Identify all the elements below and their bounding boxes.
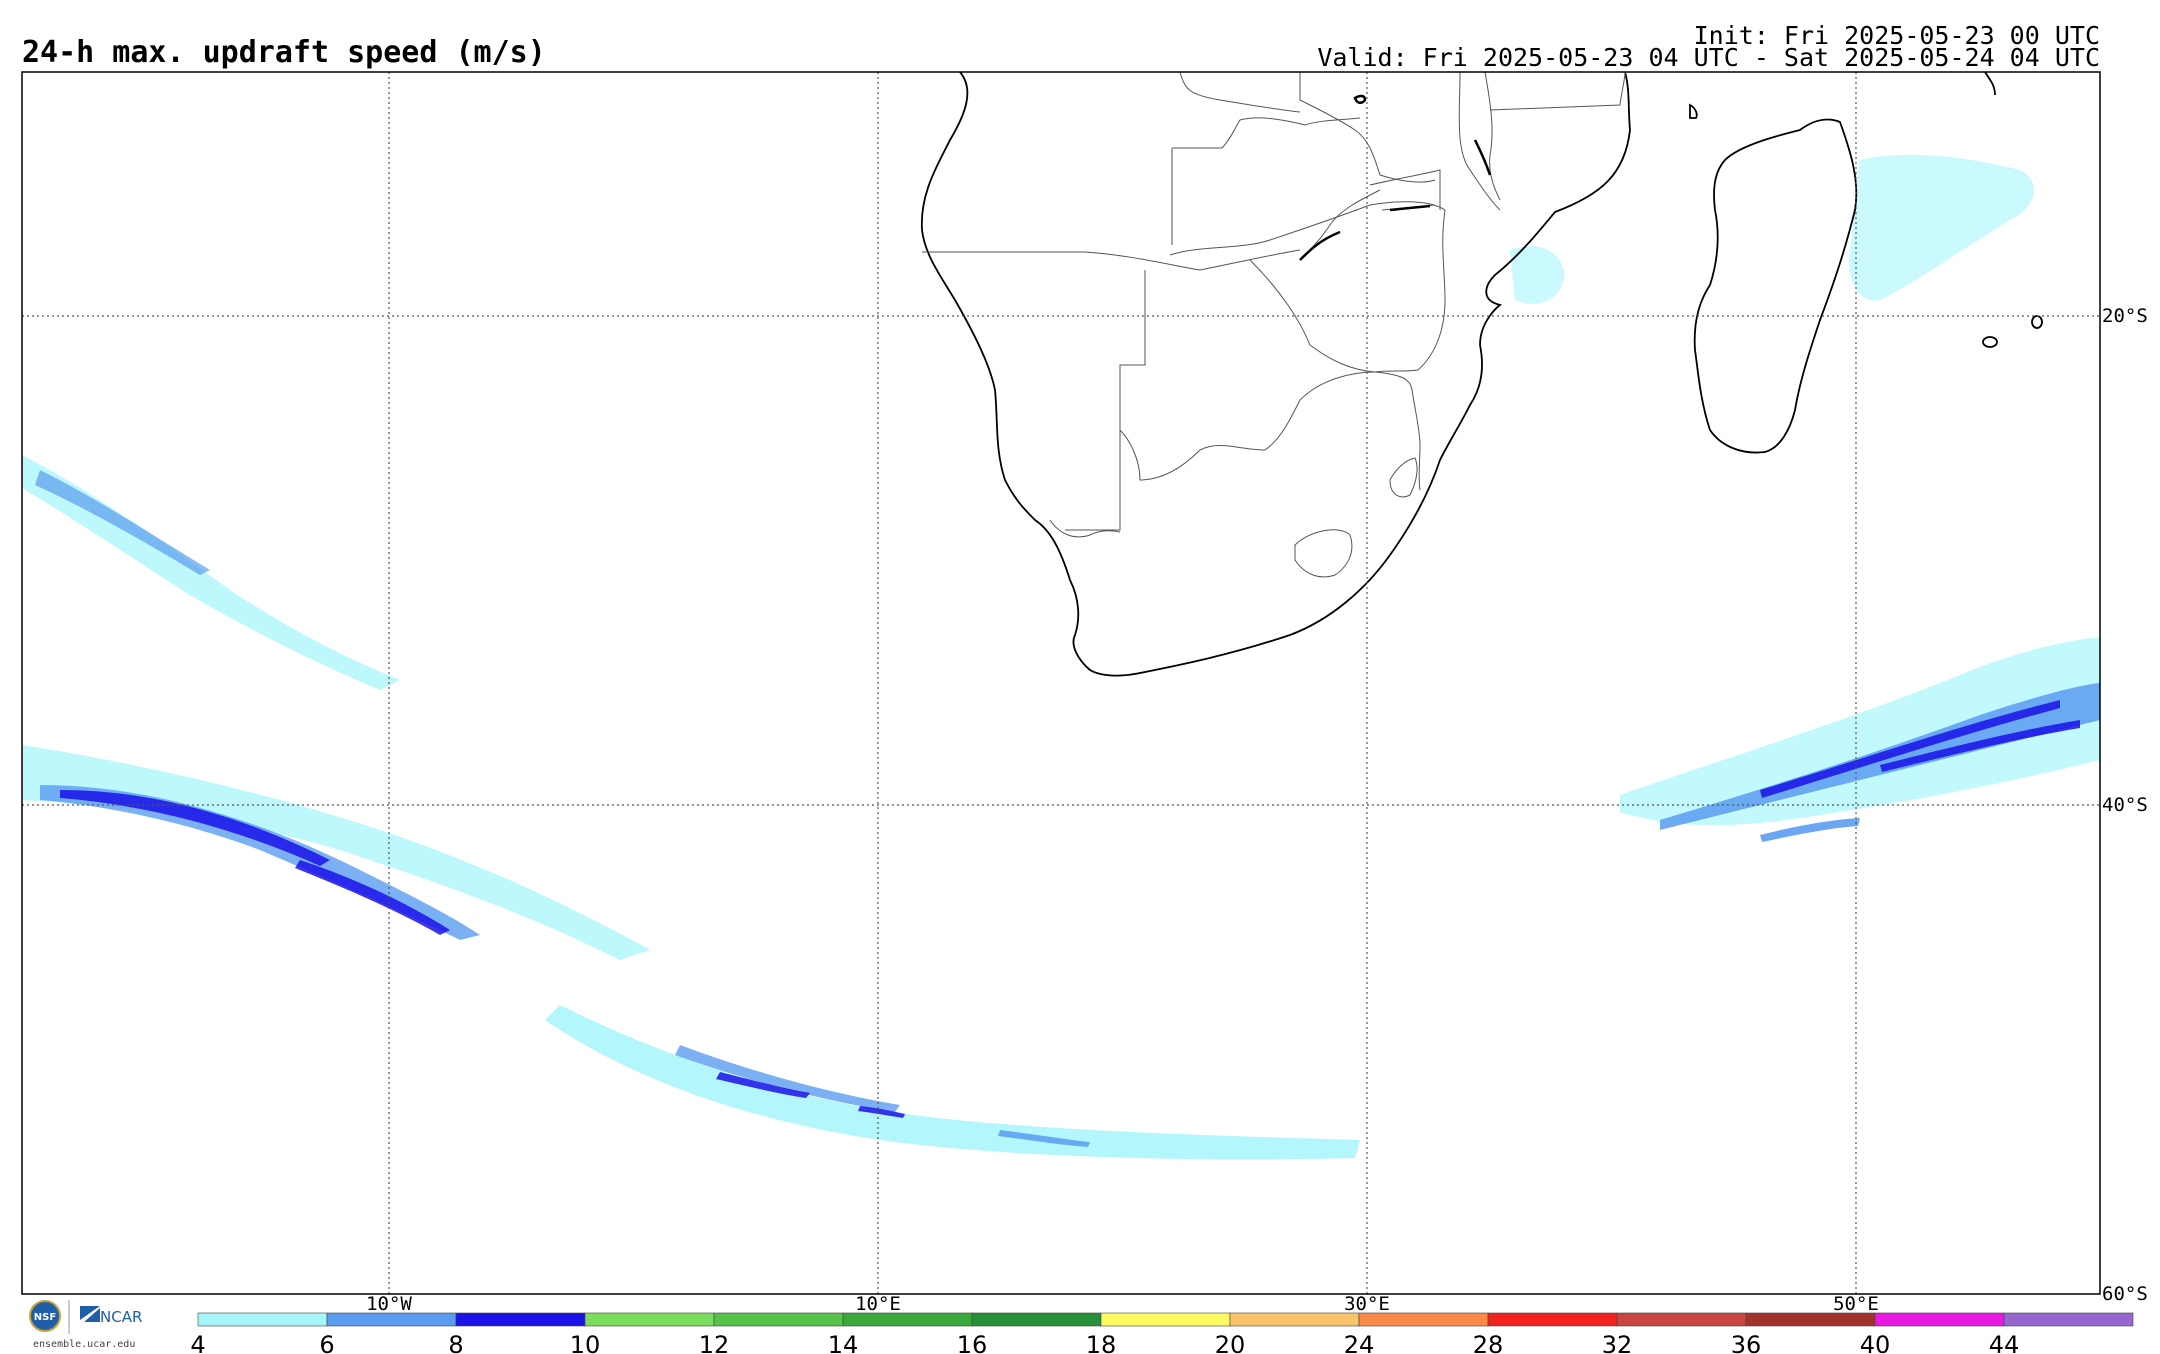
colorbar-swatch <box>1874 1312 2005 1327</box>
svg-text:NCAR: NCAR <box>100 1308 142 1326</box>
colorbar-tick-label: 4 <box>190 1331 205 1354</box>
longitude-labels: 10°W 10°E 30°E 50°E <box>366 1293 1879 1315</box>
colorbar-swatch <box>971 1312 1102 1327</box>
colorbar-swatch <box>1616 1312 1747 1327</box>
colorbar-swatch <box>2003 1312 2134 1327</box>
map-background <box>22 72 2100 1294</box>
nsf-logo: NSF <box>29 1300 61 1332</box>
colorbar-swatch <box>1358 1312 1489 1327</box>
colorbar-tick-label: 28 <box>1473 1331 1504 1354</box>
colorbar-swatch <box>842 1312 973 1327</box>
valid-time: Valid: Fri 2025-05-23 04 UTC - Sat 2025-… <box>1317 43 2100 72</box>
colorbar-swatch <box>1745 1312 1876 1327</box>
init-time: Init: Fri 2025-05-23 00 UTC <box>1694 21 2100 50</box>
colorbar-swatch <box>584 1312 715 1327</box>
updraft-field-madagascar <box>1510 154 2034 304</box>
colorbar-tick-label: 32 <box>1602 1331 1633 1354</box>
graticule <box>22 72 2100 1294</box>
colorbar-tick-label: 20 <box>1215 1331 1246 1354</box>
updraft-field-southeast <box>1620 637 2100 842</box>
colorbar-swatch <box>326 1312 457 1327</box>
colorbar-tick-label: 36 <box>1731 1331 1762 1354</box>
latitude-labels: 20°S 40°S 60°S <box>2102 305 2148 1305</box>
colorbar-swatch <box>1487 1312 1618 1327</box>
lon-label-30e: 30°E <box>1344 1293 1390 1315</box>
colorbar-swatch <box>1229 1312 1360 1327</box>
colorbar-tick-label: 40 <box>1860 1331 1891 1354</box>
colorbar-tick-label: 12 <box>699 1331 730 1354</box>
colorbar-swatch <box>1100 1312 1231 1327</box>
ncar-logo: NCAR <box>80 1306 142 1326</box>
map-area <box>21 71 2101 1295</box>
colorbar-tick-label: 16 <box>957 1331 988 1354</box>
lat-label-40s: 40°S <box>2102 794 2148 816</box>
updraft-field-south <box>545 1005 1360 1160</box>
logo-area: NSF NCAR ensemble.ucar.edu <box>29 1300 142 1350</box>
updraft-field-west <box>22 455 650 960</box>
site-url: ensemble.ucar.edu <box>33 1339 135 1350</box>
colorbar-tick-label: 6 <box>319 1331 334 1354</box>
colorbar: 4 6 8 10 12 14 16 18 20 24 28 32 36 40 44 <box>190 1312 2134 1354</box>
colorbar-swatch <box>713 1312 844 1327</box>
map-frame <box>21 71 2101 1295</box>
africa-coastline <box>920 72 2043 677</box>
colorbar-tick-label: 8 <box>448 1331 463 1354</box>
colorbar-tick-label: 44 <box>1989 1331 2020 1354</box>
colorbar-swatch <box>455 1312 586 1327</box>
map-title: 24-h max. updraft speed (m/s) <box>22 35 546 70</box>
lon-label-50e: 50°E <box>1833 1293 1879 1315</box>
colorbar-tick-label: 10 <box>570 1331 601 1354</box>
colorbar-tick-label: 24 <box>1344 1331 1375 1354</box>
colorbar-tick-label: 14 <box>828 1331 859 1354</box>
lakes <box>1299 94 1492 261</box>
svg-text:NSF: NSF <box>34 1312 56 1323</box>
lat-label-20s: 20°S <box>2102 305 2148 327</box>
colorbar-swatch <box>197 1312 328 1327</box>
lon-label-10e: 10°E <box>855 1293 901 1315</box>
lat-label-60s: 60°S <box>2102 1283 2148 1305</box>
lon-label-10w: 10°W <box>366 1293 412 1315</box>
colorbar-tick-label: 18 <box>1086 1331 1117 1354</box>
